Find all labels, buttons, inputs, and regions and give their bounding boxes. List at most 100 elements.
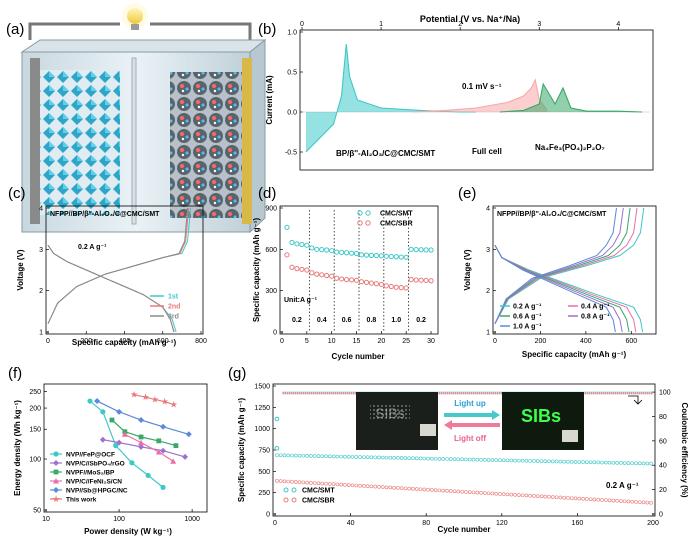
- panel-g-point-1: [392, 485, 396, 490]
- panel-b-line-1: [412, 78, 548, 113]
- panel-d-rate-label: 0.4: [317, 317, 327, 324]
- panel-d-point-0: [348, 250, 355, 256]
- panel-g-y-tick-label: 0: [266, 512, 270, 519]
- panel-g-point-1: [558, 495, 563, 500]
- panel-g-point-0: [456, 457, 461, 462]
- panel-e-x-tick-label: 600: [625, 338, 637, 345]
- panel-e-y-tick-label: 3: [486, 247, 490, 254]
- panel-g-point-1: [282, 479, 287, 484]
- panel-b-y-tick-label: -0.5: [285, 150, 297, 157]
- panel-e-legend-label: 1.0 A g⁻¹: [513, 324, 542, 331]
- panel-g-point-1: [301, 480, 306, 485]
- panel-g-point-1: [509, 492, 514, 497]
- panel-e-y-tick-label: 2: [486, 288, 490, 295]
- panel-d-legend-marker: [365, 220, 371, 226]
- panel-b: (b) Potential (V vs. Na⁺/Na) Current (mA…: [258, 14, 654, 171]
- panel-d-point-0: [314, 246, 320, 252]
- panel-e-label: (e): [458, 185, 476, 202]
- panel-f-point-3: [155, 449, 162, 455]
- panel-d-point-1: [353, 277, 360, 283]
- panel-g-point-1: [622, 499, 627, 504]
- panel-g-y-tick-label: 750: [258, 448, 270, 455]
- light-off-label: Light off: [454, 434, 486, 443]
- panel-c-discharge-2: [47, 244, 175, 333]
- panel-g-point-0: [513, 458, 517, 463]
- panel-g-point-1: [320, 481, 325, 486]
- led-text-off: SIBs: [375, 405, 405, 421]
- panel-d-point-0: [428, 247, 434, 253]
- panel-g-point-0: [373, 455, 377, 460]
- panel-b-label: (b): [258, 21, 276, 38]
- panel-g-point-1: [637, 500, 642, 504]
- panel-e-y-tick-label: 4: [486, 206, 490, 213]
- panel-g-point-0: [331, 454, 336, 459]
- panel-g-point-1: [278, 479, 283, 483]
- panel-b-cathode-label: Na₄Fe₃(PO₄)₂P₂O₇: [535, 143, 605, 152]
- panel-g-point-0: [350, 455, 355, 459]
- panel-g-point-0: [596, 460, 600, 465]
- panel-b-y-tick-label: 0.0: [287, 110, 297, 117]
- panel-f-legend-label: NVPF//MoS₂/BP: [66, 470, 115, 477]
- panel-g-point-1: [528, 493, 532, 498]
- panel-d-point-0: [294, 241, 300, 247]
- panel-f-legend: NVP//FeP@OCF NVP/C//SbPO₄/rGO NVPF//MoS₂/B…: [50, 451, 128, 504]
- panel-g-point-0: [407, 456, 411, 460]
- panel-d-point-1: [304, 267, 310, 273]
- panel-g-point-0: [622, 461, 627, 465]
- panel-d-x-tick-label: 10: [328, 338, 336, 345]
- panel-d-point-0: [329, 248, 335, 254]
- panel-g-point-1: [362, 484, 366, 488]
- panel-f-point-2: [156, 438, 162, 444]
- panel-f-ticks: 10 100 1000 50 100 150 200 250: [29, 389, 200, 523]
- panel-g-point-0: [460, 457, 464, 462]
- panel-f-xlabel: Power density (W kg⁻¹): [84, 527, 172, 536]
- panel-g-point-0: [346, 454, 351, 459]
- panel-d-point-1: [393, 284, 399, 290]
- panel-f-point-4: [138, 417, 145, 424]
- panel-d-x-tick-label: 20: [377, 338, 385, 345]
- panel-g-point-0: [452, 457, 457, 461]
- panel-f-point-5: ★: [161, 397, 169, 407]
- panel-d-point-1: [408, 277, 414, 283]
- panel-g-legend-marker: [283, 497, 289, 503]
- panel-g-point-0: [392, 456, 396, 460]
- panel-f-point-1: [160, 447, 167, 454]
- panel-c-x-tick-label: 200: [80, 338, 92, 345]
- panel-d-rate-label: 0.8: [367, 317, 377, 324]
- panel-g-point-1: [645, 500, 650, 505]
- panel-d-point-0: [319, 247, 325, 253]
- panel-d-ylabel: Specific capacity (mAh g⁻¹): [252, 218, 261, 323]
- panel-g-point-1: [286, 479, 291, 484]
- panel-g-point-1: [312, 481, 317, 485]
- panel-e-x-tick-label: 0: [493, 338, 497, 345]
- panel-g-point-0: [422, 456, 427, 461]
- panel-g-point-0: [354, 455, 359, 459]
- panel-g-legend-label: CMC/SBR: [302, 498, 335, 505]
- panel-g-point-1: [445, 489, 449, 493]
- panel-f-point-2: [173, 443, 179, 449]
- panel-f-line-2: [111, 419, 177, 447]
- panel-g-point-0: [509, 458, 514, 463]
- panel-d-legend-label: CMC/SMT: [380, 211, 413, 218]
- panel-g-point-1: [539, 494, 544, 499]
- panel-g-point-0: [448, 457, 453, 461]
- panel-g-point-1: [441, 488, 446, 493]
- panel-d-point-1: [289, 264, 295, 270]
- panel-f-y-tick-label: 100: [29, 457, 41, 464]
- panel-e-header: NFPP//BP/β''-Al₂O₃/C@CMC/SMT: [497, 211, 607, 218]
- panel-g-ticks: 0 40 80 120 160 20002505007501000125015000204…: [254, 384, 670, 528]
- panel-b-rate: 0.1 mV s⁻¹: [462, 82, 502, 91]
- panel-c-rate: 0.2 A g⁻¹: [78, 244, 107, 251]
- panel-d-y-tick-label: 600: [265, 247, 277, 254]
- panel-g-label: (g): [228, 365, 246, 382]
- panel-e-legend-label: 0.8 A g⁻¹: [581, 314, 610, 321]
- panel-d-frame: [279, 205, 439, 335]
- panel-d-point-0: [368, 252, 375, 258]
- panel-e-ticks: 0 200 400 600 1 2 3 4: [486, 206, 637, 346]
- led-pattern-off: [370, 403, 410, 421]
- panel-g-point-1: [649, 500, 653, 505]
- panel-f-line-5: [133, 394, 174, 406]
- lightbulb-icon: [122, 3, 148, 30]
- panel-g-point-1: [581, 497, 585, 501]
- panel-g-point-0: [547, 459, 551, 464]
